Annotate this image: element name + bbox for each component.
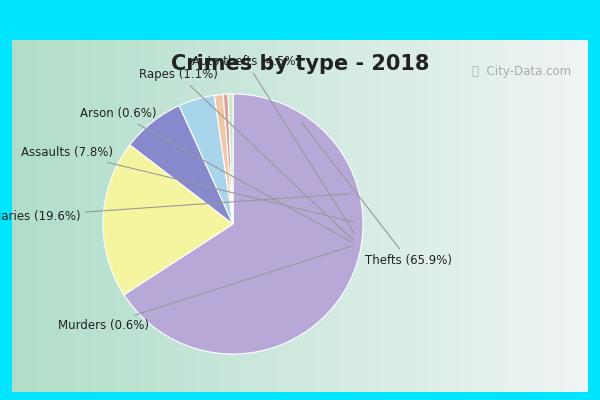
Text: Auto thefts (4.5%): Auto thefts (4.5%) <box>192 55 355 234</box>
Wedge shape <box>103 145 233 295</box>
Wedge shape <box>130 106 233 224</box>
Text: ⓘ  City-Data.com: ⓘ City-Data.com <box>472 65 571 78</box>
Text: Murders (0.6%): Murders (0.6%) <box>58 246 352 332</box>
Wedge shape <box>228 94 233 224</box>
Text: Burglaries (19.6%): Burglaries (19.6%) <box>0 194 350 223</box>
Text: Thefts (65.9%): Thefts (65.9%) <box>302 122 452 267</box>
Text: Arson (0.6%): Arson (0.6%) <box>80 107 352 242</box>
Text: Assaults (7.8%): Assaults (7.8%) <box>20 146 354 222</box>
Wedge shape <box>214 94 233 224</box>
Text: Rapes (1.1%): Rapes (1.1%) <box>139 68 353 240</box>
Text: Crimes by type - 2018: Crimes by type - 2018 <box>171 54 429 74</box>
Wedge shape <box>223 94 233 224</box>
Wedge shape <box>179 95 233 224</box>
Wedge shape <box>124 94 363 354</box>
